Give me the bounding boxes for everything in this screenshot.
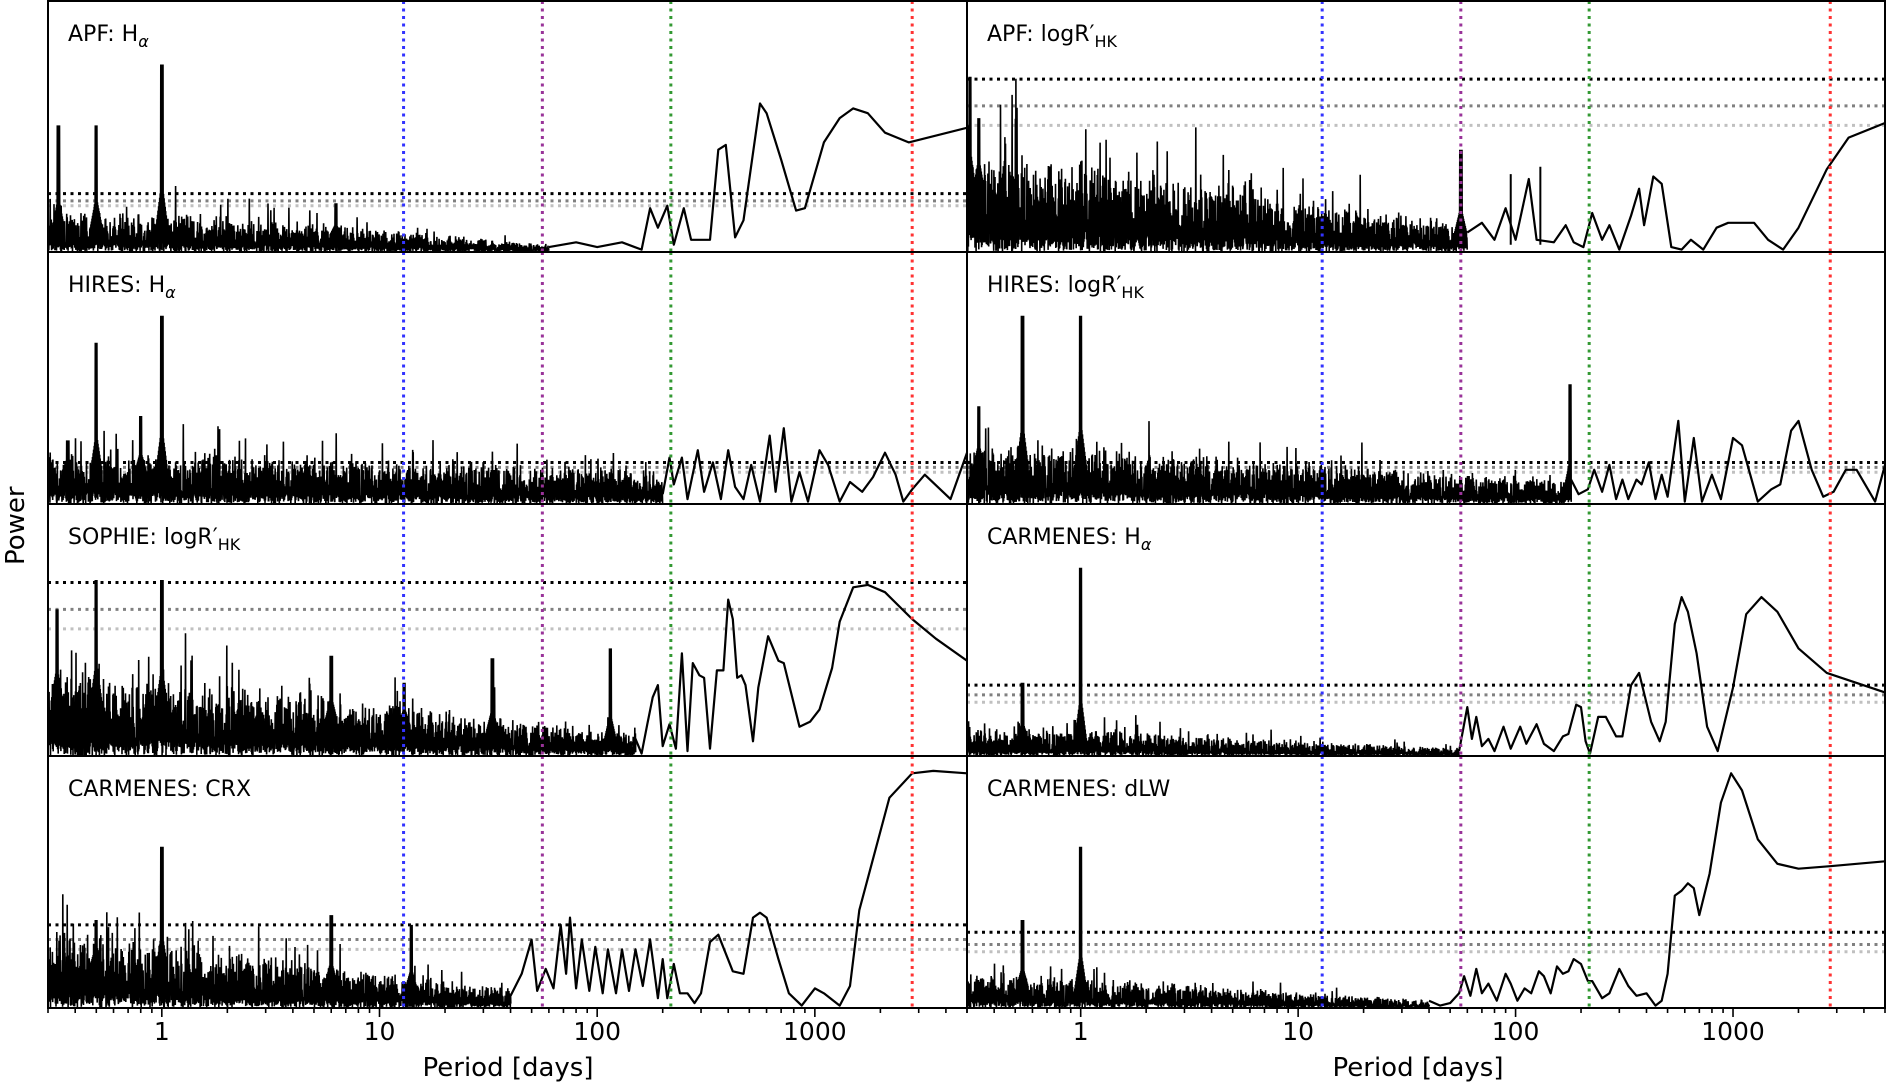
- panel-frame: [47, 0, 968, 253]
- panel-title: HIRES: logR′HK: [987, 273, 1144, 302]
- periodogram-noise: [967, 315, 1572, 504]
- panel-1: APF: Hα: [47, 0, 968, 253]
- periodogram-noise: [967, 76, 1468, 252]
- periodogram-curve: [1428, 772, 1885, 1007]
- panel-title: HIRES: Hα: [68, 273, 176, 302]
- panel-3: HIRES: Hα: [47, 251, 968, 505]
- x-tick-label: 1000: [1701, 1017, 1765, 1046]
- panel-2: APF: logR′HK: [966, 0, 1886, 253]
- periodogram-noise: [48, 64, 550, 252]
- x-axis-label-left: Period [days]: [422, 1053, 594, 1083]
- panel-4: HIRES: logR′HK: [966, 251, 1886, 505]
- panel-title: APF: logR′HK: [987, 22, 1118, 51]
- x-axis-label-right: Period [days]: [1332, 1053, 1504, 1083]
- periodogram-curve: [628, 583, 967, 755]
- periodogram-curve: [1570, 419, 1885, 503]
- periodogram-noise: [48, 846, 512, 1008]
- x-tick-label: 1000: [783, 1017, 847, 1046]
- periodogram-curve: [661, 427, 967, 503]
- panel-title: SOPHIE: logR′HK: [68, 525, 241, 554]
- x-tick-label: 100: [1492, 1017, 1540, 1046]
- x-tick-label: 1: [154, 1017, 170, 1046]
- panel-frame: [966, 755, 1886, 1009]
- periodogram-curve: [1466, 121, 1885, 251]
- periodogram-noise: [48, 315, 664, 504]
- panel-6: CARMENES: Hα: [966, 503, 1886, 757]
- periodogram-curve: [1458, 596, 1885, 755]
- panel-title: CARMENES: CRX: [68, 777, 251, 802]
- panel-7: CARMENES: CRX 1 10 100 1000: [47, 755, 968, 1046]
- periodogram-noise: [48, 579, 637, 756]
- panel-title: CARMENES: dLW: [987, 777, 1171, 802]
- x-tick-label: 100: [573, 1017, 621, 1046]
- panel-title: CARMENES: Hα: [987, 525, 1152, 554]
- x-tick-label: 10: [364, 1017, 396, 1046]
- panel-title: APF: Hα: [68, 22, 149, 51]
- periodogram-noise: [967, 567, 1460, 756]
- periodogram-noise: [967, 846, 1431, 1008]
- periodogram-curve: [548, 102, 967, 251]
- x-tick-label: 1: [1073, 1017, 1089, 1046]
- x-tick-label: 10: [1282, 1017, 1314, 1046]
- panel-5: SOPHIE: logR′HK: [47, 503, 968, 757]
- panel-8: CARMENES: dLW 1 10 100 1000: [966, 755, 1886, 1046]
- periodogram-curve: [509, 769, 967, 1007]
